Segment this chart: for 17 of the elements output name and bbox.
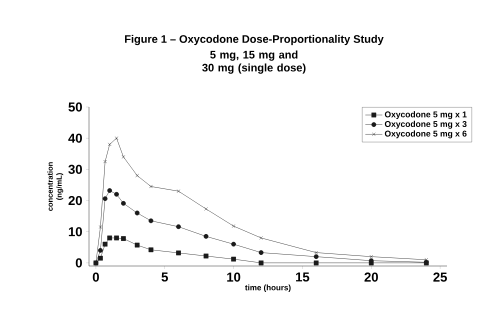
x-tick-label: 15	[296, 272, 310, 282]
x-tick-label: 20	[364, 272, 378, 282]
y-tick-label: 0	[76, 258, 82, 268]
y-tick-label: 50	[68, 102, 82, 112]
y-tick-label: 10	[68, 227, 82, 236]
y-tick-label: 40	[68, 134, 82, 143]
y-tick-label: 20	[68, 196, 82, 206]
chart-title: Figure 1 – Oxycodone Dose-Proportionality Study	[125, 34, 384, 46]
x-tick-label: 0	[92, 272, 99, 282]
chart-subtitle: 5 mg, 15 mg and 30 mg (single dose)	[202, 50, 306, 74]
legend-label: Oxycodone 5 mg x 6	[384, 130, 467, 138]
y-tick-label: 30	[68, 164, 82, 174]
x-tick-label: 25	[433, 272, 447, 282]
legend-label: Oxycodone 5 mg x 1	[384, 111, 467, 120]
x-tick-label: 10	[227, 272, 240, 282]
x-tick-label: 5	[162, 272, 168, 282]
legend-label: Oxycodone 5 mg x 3	[384, 120, 467, 129]
